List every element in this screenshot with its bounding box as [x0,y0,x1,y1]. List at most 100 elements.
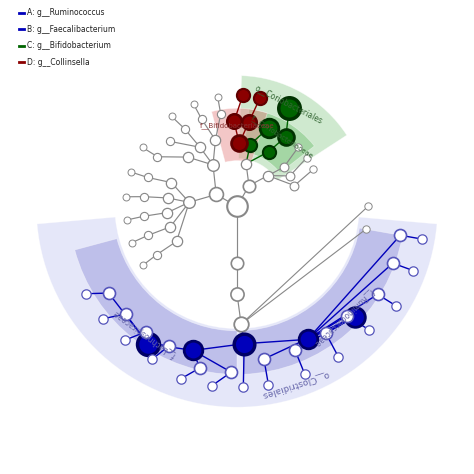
Point [365,326,373,334]
Point [165,342,173,349]
Point [285,104,293,112]
Point [303,154,310,162]
Wedge shape [75,238,237,374]
Point [164,209,171,216]
Point [212,191,220,198]
Text: C: g__Bifidobacterium: C: g__Bifidobacterium [27,41,110,50]
Point [139,262,146,269]
Text: o__Coriobacteriales: o__Coriobacteriales [254,83,324,126]
Point [246,141,254,148]
Point [335,353,342,360]
Point [396,231,404,239]
Point [122,310,129,318]
Point [282,133,290,141]
Point [265,148,273,155]
Text: f__Coriobacteriaceae: f__Coriobacteriaceae [250,114,315,160]
Point [122,193,130,201]
Point [236,139,243,147]
Point [389,259,397,267]
Point [233,203,241,210]
Point [351,313,359,320]
Point [217,110,225,118]
Point [189,346,197,354]
Point [196,144,204,151]
Point [100,315,107,322]
Point [242,160,250,168]
Point [168,113,175,120]
Text: f__Bifidobacteriaceae: f__Bifidobacteriaceae [200,122,274,129]
Point [301,371,309,378]
Point [322,329,329,337]
Point [105,289,112,297]
Point [237,320,245,328]
Point [410,267,417,274]
Point [286,172,294,180]
Point [168,179,175,186]
Point [144,340,152,347]
Point [364,203,372,210]
Point [245,118,253,126]
Point [181,125,188,132]
Point [264,172,272,179]
Point [392,302,400,310]
Point [128,168,135,176]
Point [177,375,185,383]
Point [148,356,156,363]
Point [185,199,193,206]
Point [343,312,350,320]
Point [166,223,174,231]
Point [304,336,311,343]
Point [265,124,273,131]
Text: D: g__Collinsella: D: g__Collinsella [27,58,90,67]
Point [256,94,264,101]
Point [184,153,191,161]
Point [280,164,288,171]
Text: B: g__Faecalibacterium: B: g__Faecalibacterium [27,25,115,34]
Point [291,182,298,189]
Point [239,383,247,391]
Point [294,144,302,151]
Point [418,235,426,243]
Point [154,153,161,161]
Wedge shape [239,76,347,180]
Text: A: g__Ruminococcus: A: g__Ruminococcus [27,8,104,17]
Point [82,290,90,298]
Point [142,328,150,336]
Point [144,232,152,239]
Point [140,193,147,201]
Point [153,251,160,258]
Point [374,291,382,298]
Text: f__Lachnospiraceae: f__Lachnospiraceae [111,308,178,359]
Point [228,368,235,376]
Point [239,91,246,99]
Point [233,259,241,267]
Point [260,355,268,363]
Wedge shape [37,217,437,407]
Point [208,382,216,390]
Point [198,116,206,123]
Point [291,346,299,354]
Point [196,364,203,372]
Point [264,381,272,389]
Point [240,340,248,347]
Text: f__Ruminococcaceae: f__Ruminococcaceae [313,287,376,349]
Point [209,161,217,169]
Point [245,182,253,190]
Point [144,173,152,181]
Point [211,136,219,144]
Wedge shape [211,108,267,163]
Point [214,93,221,100]
Wedge shape [244,109,314,173]
Point [123,216,130,224]
Point [230,118,238,125]
Point [362,226,370,233]
Point [166,137,173,145]
Point [121,337,128,344]
Point [173,237,180,245]
Text: o__Clostridiales: o__Clostridiales [260,370,330,400]
Point [128,239,136,246]
Point [233,290,241,298]
Wedge shape [241,228,402,374]
Point [164,194,172,202]
Point [190,100,197,108]
